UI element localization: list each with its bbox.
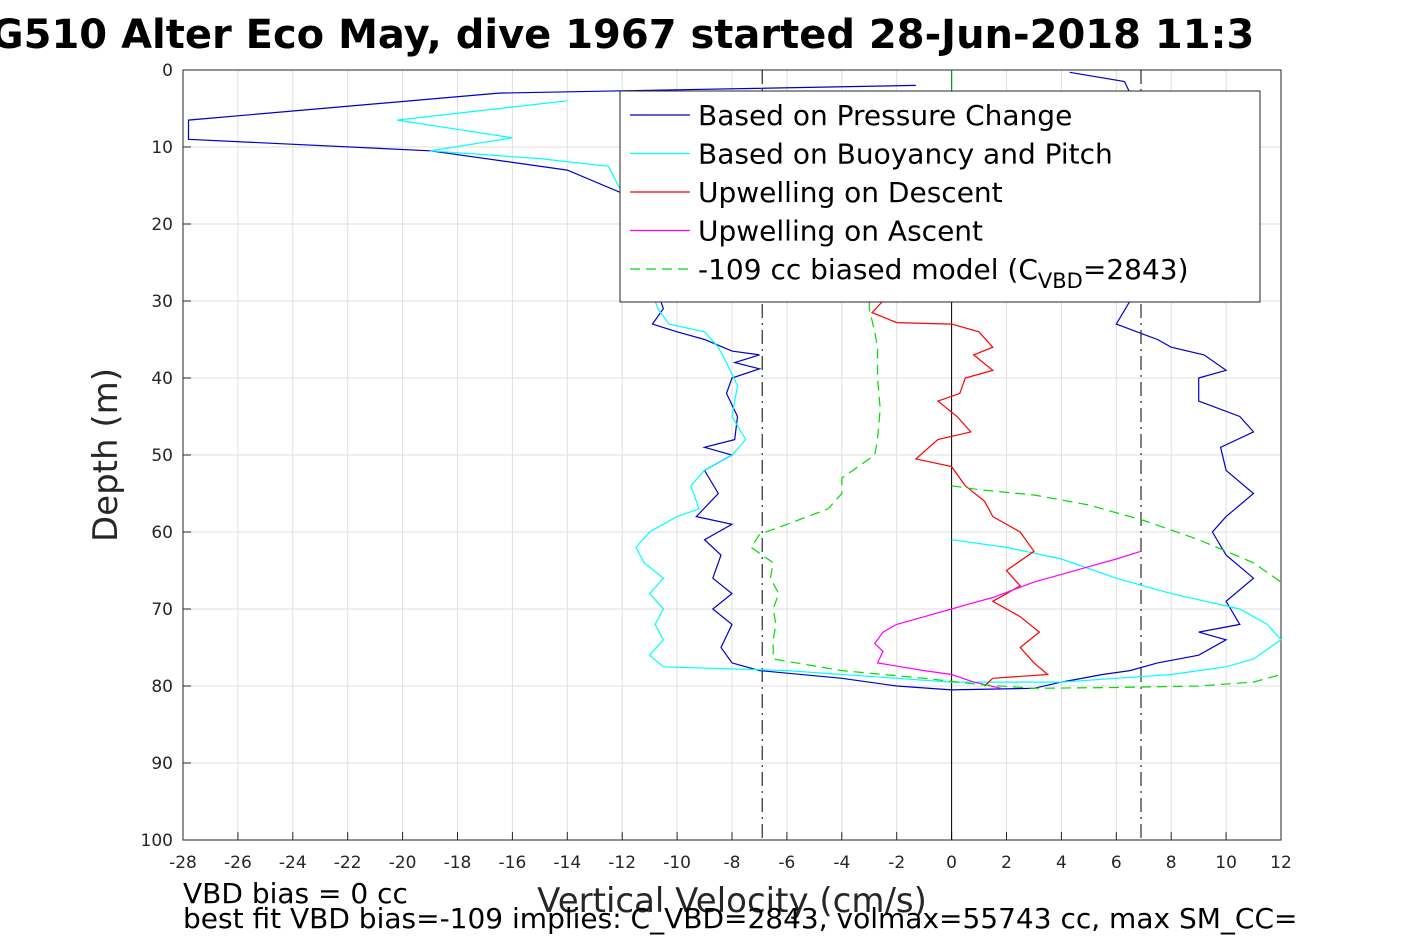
y-tick-labels: 0 10 20 30 40 50 60 70 80 90 100 [141, 61, 173, 851]
x-tick-label: 4 [1056, 853, 1067, 873]
y-tick-label: 80 [151, 677, 173, 697]
legend-entry: -109 cc biased model (CVBD=2843) [698, 253, 1189, 293]
series-line [870, 300, 1050, 687]
footer-best-fit: best fit VBD bias=-109 implies: C_VBD=28… [183, 902, 1297, 935]
legend: Based on Pressure Change Based on Buoyanc… [619, 90, 1261, 303]
x-tick-label: -22 [334, 853, 362, 873]
x-tick-label: -16 [499, 853, 527, 873]
x-tick-label: -18 [444, 853, 472, 873]
y-tick-label: 50 [151, 446, 173, 466]
legend-entry: Upwelling on Ascent [698, 215, 983, 248]
x-tick-label: 8 [1166, 853, 1177, 873]
plot-area [182, 69, 1282, 841]
y-tick-label: 20 [151, 215, 173, 235]
legend-entry-text: Upwelling on Ascent [698, 215, 983, 248]
legend-entry-subscript: VBD [1038, 269, 1083, 293]
series-line [873, 550, 1142, 689]
legend-entry-text: Based on Pressure Change [698, 99, 1072, 132]
x-tick-label: 0 [946, 853, 957, 873]
x-tick-labels: -28 -26 -24 -22 -20 -18 -16 -14 -12 -10 -8 -6 -4 -2 0 2… [169, 853, 1292, 873]
x-axis-label: Vertical Velocity (cm/s) [537, 881, 927, 921]
x-tick-label: -4 [833, 853, 850, 873]
y-tick-label: 10 [151, 138, 173, 158]
x-tick-label: -2 [888, 853, 905, 873]
y-tick-label: 90 [151, 754, 173, 774]
legend-entry-text: Upwelling on Descent [698, 176, 1003, 209]
series-line [951, 485, 1282, 583]
y-tick-label: 60 [151, 523, 173, 543]
chart-title: SG510 Alter Eco May, dive 1967 started 2… [0, 12, 1254, 58]
x-tick-label: -8 [724, 853, 741, 873]
y-axis-label: Depth (m) [86, 368, 126, 542]
footer-vbd-bias: VBD bias = 0 cc [183, 877, 408, 910]
x-tick-label: -28 [169, 853, 197, 873]
x-tick-label: 2 [1001, 853, 1012, 873]
x-tick-label: 10 [1215, 853, 1237, 873]
legend-entry-text: -109 cc biased model (C [698, 253, 1038, 286]
x-tick-label: -12 [608, 853, 636, 873]
x-tick-label: -10 [663, 853, 691, 873]
x-tick-label: 12 [1270, 853, 1292, 873]
legend-box [619, 90, 1261, 303]
legend-entry: Based on Pressure Change [698, 99, 1072, 132]
x-tick-label: -20 [389, 853, 417, 873]
y-tick-label: 40 [151, 369, 173, 389]
legend-entry-text: Based on Buoyancy and Pitch [698, 138, 1113, 171]
x-tick-label: -6 [778, 853, 795, 873]
x-tick-label: -24 [279, 853, 307, 873]
x-tick-label: -14 [553, 853, 581, 873]
y-tick-label: 30 [151, 292, 173, 312]
legend-entry-suffix: =2843) [1083, 253, 1189, 286]
y-tick-label: 0 [162, 61, 173, 81]
y-tick-label: 100 [141, 831, 173, 851]
x-tick-label: -26 [224, 853, 252, 873]
legend-entry: Upwelling on Descent [698, 176, 1003, 209]
y-tick-label: 70 [151, 600, 173, 620]
legend-entry: Based on Buoyancy and Pitch [698, 138, 1113, 171]
x-tick-label: 6 [1111, 853, 1122, 873]
series-line [750, 285, 1282, 689]
series-line [187, 71, 1255, 691]
